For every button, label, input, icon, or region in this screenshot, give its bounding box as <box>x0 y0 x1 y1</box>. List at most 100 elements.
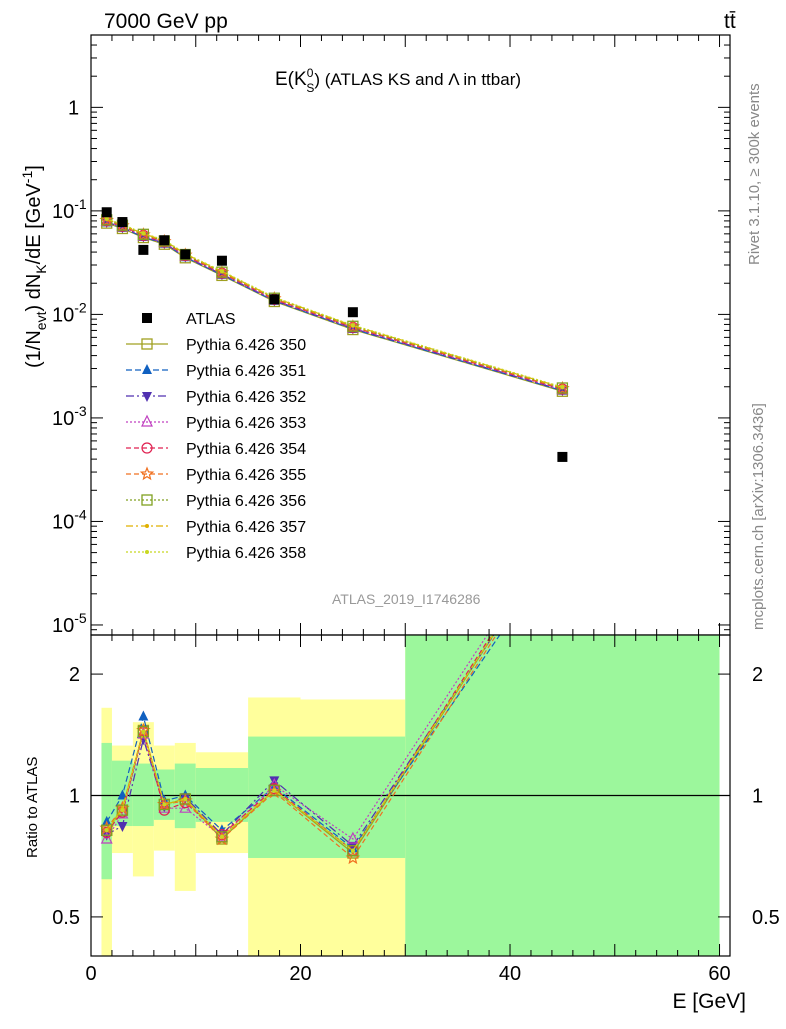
atlas-data-point <box>101 207 112 218</box>
ratio-ytick-label-right: 1 <box>752 786 763 808</box>
ratio-series-point <box>117 822 128 833</box>
main-series-point <box>560 384 565 389</box>
ylabel-sup: -1 <box>19 171 35 184</box>
inner-uncertainty-band <box>132 763 154 827</box>
analysis-watermark: ATLAS_2019_I1746286 <box>332 591 481 607</box>
xtick-label: 60 <box>708 963 730 985</box>
main-series-point <box>556 382 569 394</box>
ylabel-end: /dE [GeV <box>23 183 45 265</box>
main-series-point <box>347 320 359 332</box>
ratio-panel: 0.5 0.51 12 20 20 40 60 Ratio to ATLAS E [GeV] <box>24 634 780 1013</box>
main-ytick-label: 10-3 <box>52 403 87 430</box>
ratio-series-point <box>179 793 191 805</box>
ratio-series-point <box>158 798 170 811</box>
main-ticks: 10-510-410-310-210-11 <box>52 34 730 637</box>
main-series-line <box>106 219 563 390</box>
ratio-series-point <box>350 848 355 853</box>
xaxis-label: E [GeV] <box>672 990 746 1013</box>
ylabel-close: ] <box>23 165 45 171</box>
process-label: tt̄ <box>724 10 736 33</box>
ratio-series-point <box>120 808 125 813</box>
ytick-exp: -1 <box>74 196 87 212</box>
main-ylabel: (1/Nevt) dNK/dE [GeV-1] <box>19 165 49 368</box>
ytick-exp: -4 <box>74 506 87 522</box>
ratio-series-point <box>104 828 109 833</box>
ratio-series-point <box>219 834 224 839</box>
xtick-label: 20 <box>289 963 311 985</box>
main-ytick-label: 10-5 <box>52 610 87 637</box>
ratio-series-point <box>269 776 280 787</box>
main-ytick-label: 10-1 <box>52 196 87 223</box>
ytick-base: 10 <box>52 408 74 430</box>
legend-marker <box>139 466 155 481</box>
main-series-layer <box>99 212 570 397</box>
ratio-ylabel: Ratio to ATLAS <box>24 757 41 858</box>
plot-title-main: E(K <box>275 69 307 90</box>
ratio-ytick-label: 0.5 <box>52 907 80 929</box>
ylabel-main: (1/N <box>23 330 45 368</box>
main-ytick-label: 1 <box>68 97 79 119</box>
legend-marker <box>141 414 153 427</box>
ratio-series-line <box>106 635 495 847</box>
main-series-line <box>106 218 563 389</box>
main-series-point <box>136 227 151 242</box>
legend-marker <box>145 550 149 554</box>
atlas-data-point <box>557 451 568 462</box>
xtick-label: 40 <box>499 963 521 985</box>
ratio-series-point <box>346 831 359 844</box>
atlas-data-point <box>117 217 128 228</box>
ratio-series-point <box>272 788 277 793</box>
legend-marker <box>141 338 153 350</box>
main-ytick-label: 10-2 <box>52 299 87 326</box>
atlas-data-point <box>216 255 227 266</box>
ratio-ticks: 0.5 0.51 12 20 20 40 60 <box>52 635 780 985</box>
ratio-ytick-label-right: 2 <box>752 664 763 686</box>
ratio-series-point <box>100 831 113 844</box>
main-series-line <box>106 220 563 391</box>
inner-uncertainty-band <box>248 736 301 858</box>
ratio-series-point <box>138 710 149 721</box>
ratio-series-point <box>141 729 146 734</box>
ratio-series-point <box>267 784 282 799</box>
ratio-series-point <box>183 797 188 802</box>
main-ytick-label: 10-4 <box>52 506 87 533</box>
legend-marker <box>141 494 153 506</box>
inner-uncertainty-band <box>101 742 112 880</box>
main-series-point <box>104 216 109 221</box>
legend-label: Pythia 6.426 351 <box>186 363 306 380</box>
legend-label: Pythia 6.426 352 <box>186 389 306 406</box>
atlas-data-point <box>347 307 358 318</box>
main-series-line <box>106 219 563 389</box>
rivet-label: Rivet 3.1.10, ≥ 300k events <box>746 83 763 265</box>
legend-label: ATLAS <box>186 311 236 328</box>
ratio-series-point <box>216 831 228 843</box>
legend-marker <box>142 364 152 374</box>
ratio-series-point <box>347 841 358 852</box>
ytick-base: 10 <box>52 201 74 223</box>
ytick-base: 10 <box>52 511 74 533</box>
ratio-series-point <box>137 725 150 738</box>
atlas-data-point <box>180 249 191 260</box>
main-series-point <box>219 269 224 274</box>
legend-label: Pythia 6.426 357 <box>186 519 306 536</box>
atlas-data-point <box>159 235 170 246</box>
ytick-exp: -3 <box>74 403 87 419</box>
legend-marker <box>141 442 153 454</box>
main-series-point <box>214 265 230 279</box>
main-series-line <box>106 218 563 388</box>
legend-label: Pythia 6.426 354 <box>186 441 306 458</box>
legend-marker <box>145 524 149 528</box>
mcplots-label: mcplots.cern.ch [arXiv:1306.3436] <box>750 403 767 630</box>
legend: ATLAS Pythia 6.426 350 Pythia 6.426 351 Pyt… <box>126 311 306 562</box>
main-panel: 10-510-410-310-210-11 E(K0 S) (ATLAS KS a… <box>19 34 731 637</box>
legend-label: Pythia 6.426 350 <box>186 337 306 354</box>
legend-label: Pythia 6.426 358 <box>186 545 306 562</box>
ratio-series-point <box>116 804 129 816</box>
ratio-ytick-label: 2 <box>69 664 80 686</box>
ytick-exp: -2 <box>74 299 87 315</box>
main-series-point <box>141 231 146 236</box>
ratio-ytick-label: 1 <box>69 786 80 808</box>
ratio-series-point <box>268 784 280 796</box>
xtick-label: 0 <box>85 963 96 985</box>
atlas-data-point <box>138 244 149 255</box>
